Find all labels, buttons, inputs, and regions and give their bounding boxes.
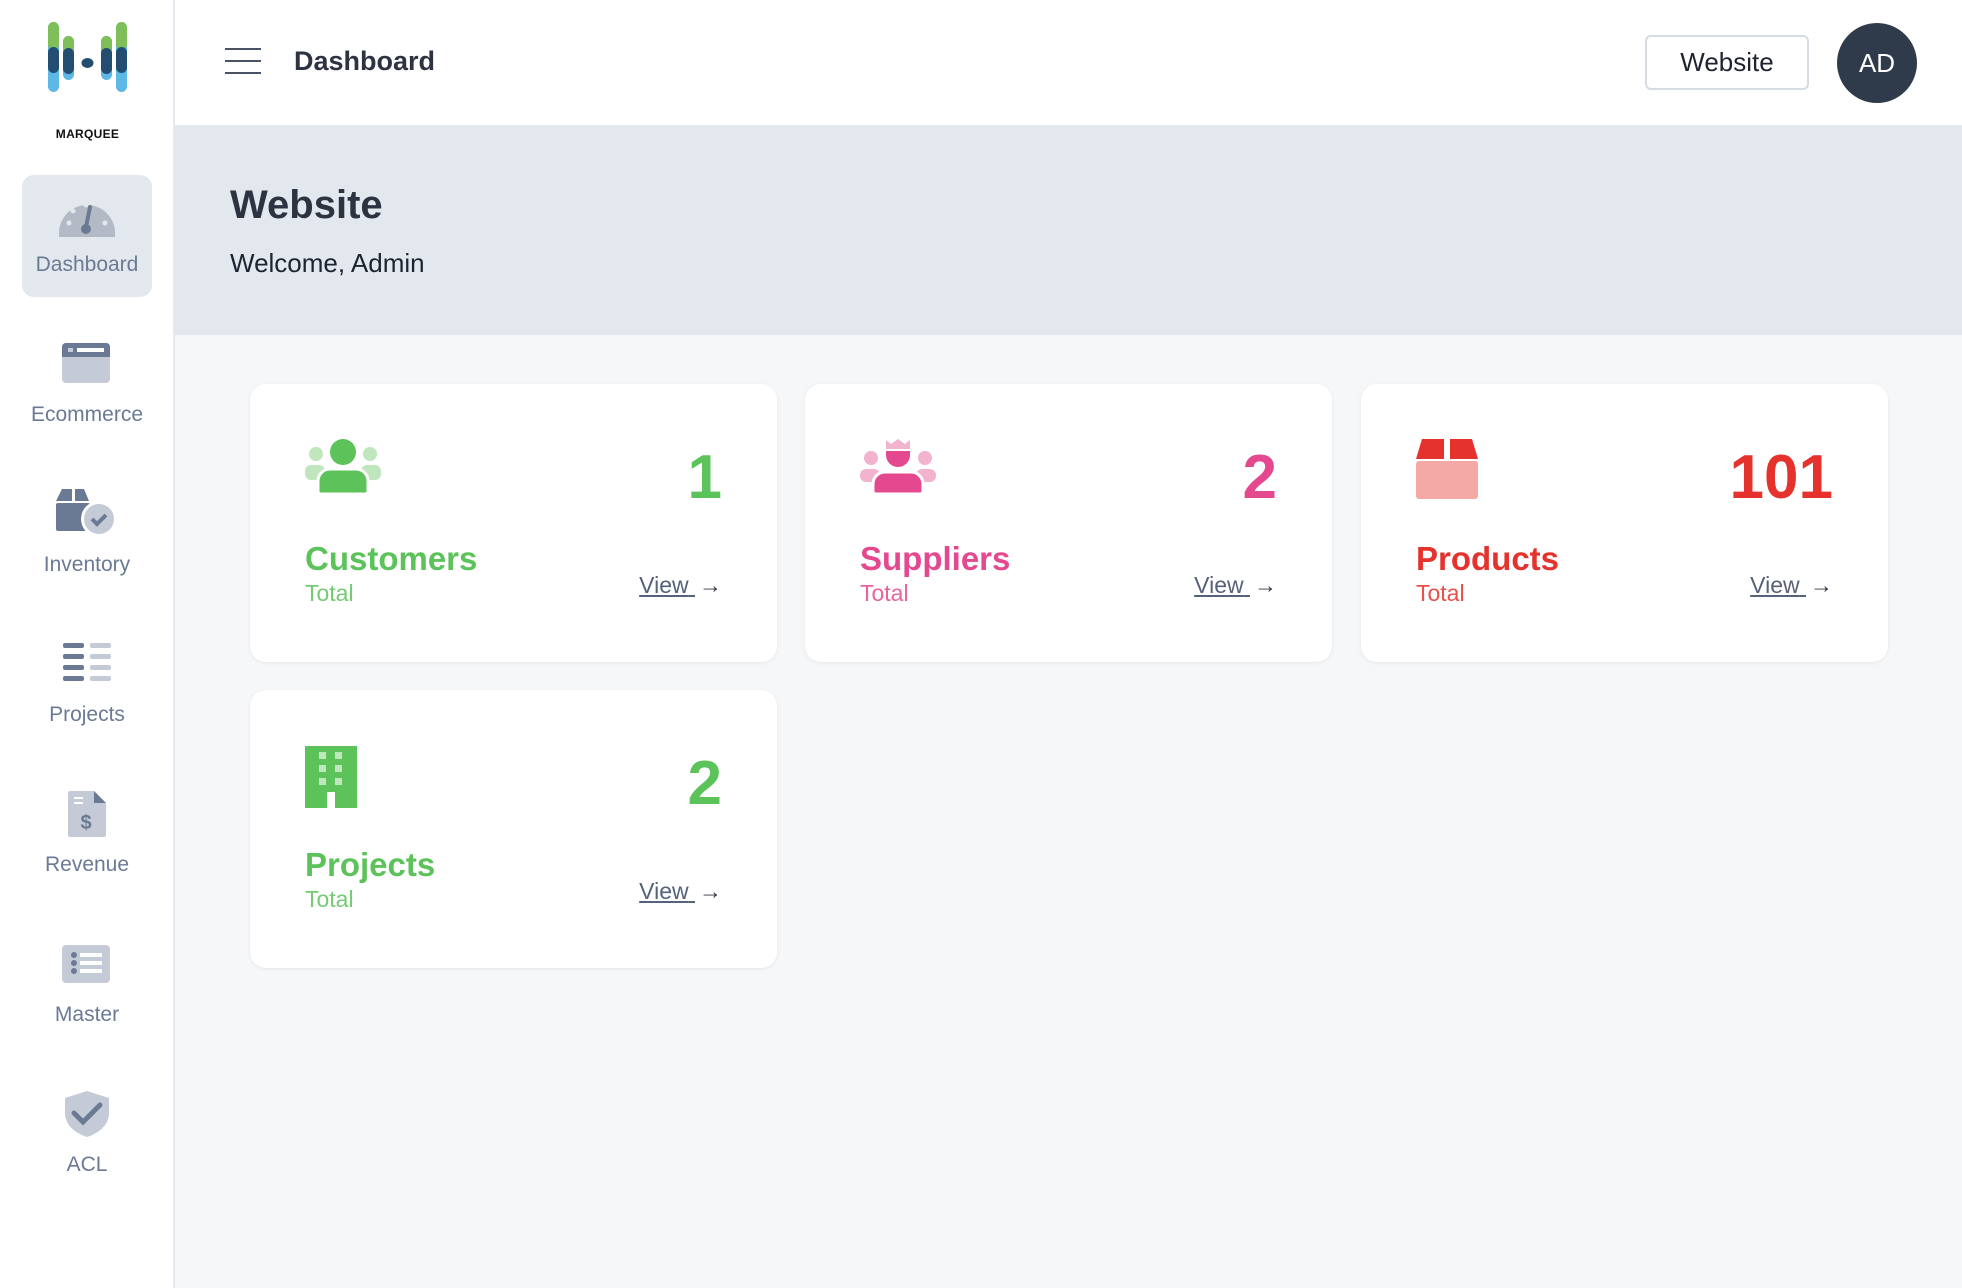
customers-sub: Total: [305, 580, 354, 606]
suppliers-label: Suppliers: [860, 540, 1011, 577]
sidebar-item-master[interactable]: Master: [22, 925, 152, 1047]
invoice-dollar-icon: $: [68, 791, 106, 837]
projects-card: 2 Projects Total View →: [250, 690, 777, 968]
suppliers-view-link[interactable]: View →: [1194, 572, 1277, 599]
customers-view-link[interactable]: View →: [639, 572, 722, 599]
products-sub: Total: [1416, 580, 1465, 606]
arrow-right-icon: →: [1810, 572, 1833, 598]
welcome-text: Welcome, Admin: [230, 248, 425, 278]
speedometer-icon: [59, 202, 115, 237]
marquee-logo-icon: [48, 22, 127, 92]
products-label: Products: [1416, 540, 1560, 577]
suppliers-sub: Total: [860, 580, 909, 606]
projects-label: Projects: [305, 846, 436, 883]
arrow-right-icon: →: [699, 572, 722, 598]
sidebar-item-label: Inventory: [43, 553, 131, 576]
arrow-right-icon: →: [1254, 572, 1277, 598]
welcome-banner: Website Welcome, Admin: [175, 125, 1962, 335]
projects-sub: Total: [305, 886, 354, 912]
products-card: 101 Products Total View →: [1361, 384, 1888, 662]
users-icon: [305, 439, 381, 494]
sidebar-item-label: Projects: [49, 703, 125, 726]
view-label: View: [639, 878, 689, 904]
hamburger-menu-icon[interactable]: [225, 48, 261, 76]
inventory-box-check-icon: [56, 489, 117, 537]
browser-window-icon: [62, 343, 110, 383]
sidebar-item-inventory[interactable]: Inventory: [22, 475, 152, 597]
website-button[interactable]: Website: [1645, 35, 1809, 90]
marquee-logo[interactable]: MARQUEE: [40, 22, 135, 141]
sidebar-item-label: Ecommerce: [30, 403, 144, 426]
view-label: View: [639, 572, 689, 598]
list-icon: [62, 945, 110, 983]
sidebar-item-revenue[interactable]: $ Revenue: [22, 775, 152, 897]
sidebar-item-label: Revenue: [44, 853, 130, 876]
building-icon: [305, 746, 357, 808]
top-header: Dashboard Website AD: [175, 0, 1962, 125]
view-label: View: [1750, 572, 1800, 598]
products-count: 101: [1729, 443, 1833, 512]
avatar[interactable]: AD: [1837, 23, 1917, 103]
sidebar-item-label: Dashboard: [35, 253, 139, 276]
products-view-link[interactable]: View →: [1750, 572, 1833, 599]
customers-label: Customers: [305, 540, 478, 577]
sidebar-item-label: ACL: [66, 1153, 108, 1176]
brand-name: MARQUEE: [55, 127, 120, 141]
projects-count: 2: [687, 749, 722, 818]
suppliers-crown-icon: [860, 439, 936, 494]
customers-count: 1: [687, 443, 722, 512]
list-columns-icon: [63, 643, 111, 681]
box-icon: [1416, 439, 1478, 499]
projects-view-link[interactable]: View →: [639, 878, 722, 905]
sidebar-item-acl[interactable]: ACL: [22, 1075, 152, 1197]
shield-check-icon: [65, 1091, 109, 1137]
svg-text:$: $: [80, 812, 91, 834]
arrow-right-icon: →: [699, 878, 722, 904]
sidebar-item-dashboard[interactable]: Dashboard: [22, 175, 152, 297]
sidebar: MARQUEE Dashboard Ecommerce Inventory Pr…: [0, 0, 175, 1288]
suppliers-count: 2: [1242, 443, 1277, 512]
customers-card: 1 Customers Total View →: [250, 384, 777, 662]
view-label: View: [1194, 572, 1244, 598]
sidebar-item-projects[interactable]: Projects: [22, 625, 152, 747]
page-title: Dashboard: [294, 46, 436, 76]
sidebar-item-label: Master: [54, 1003, 120, 1026]
sidebar-item-ecommerce[interactable]: Ecommerce: [22, 325, 152, 447]
banner-title: Website: [230, 183, 383, 227]
suppliers-card: 2 Suppliers Total View →: [805, 384, 1332, 662]
